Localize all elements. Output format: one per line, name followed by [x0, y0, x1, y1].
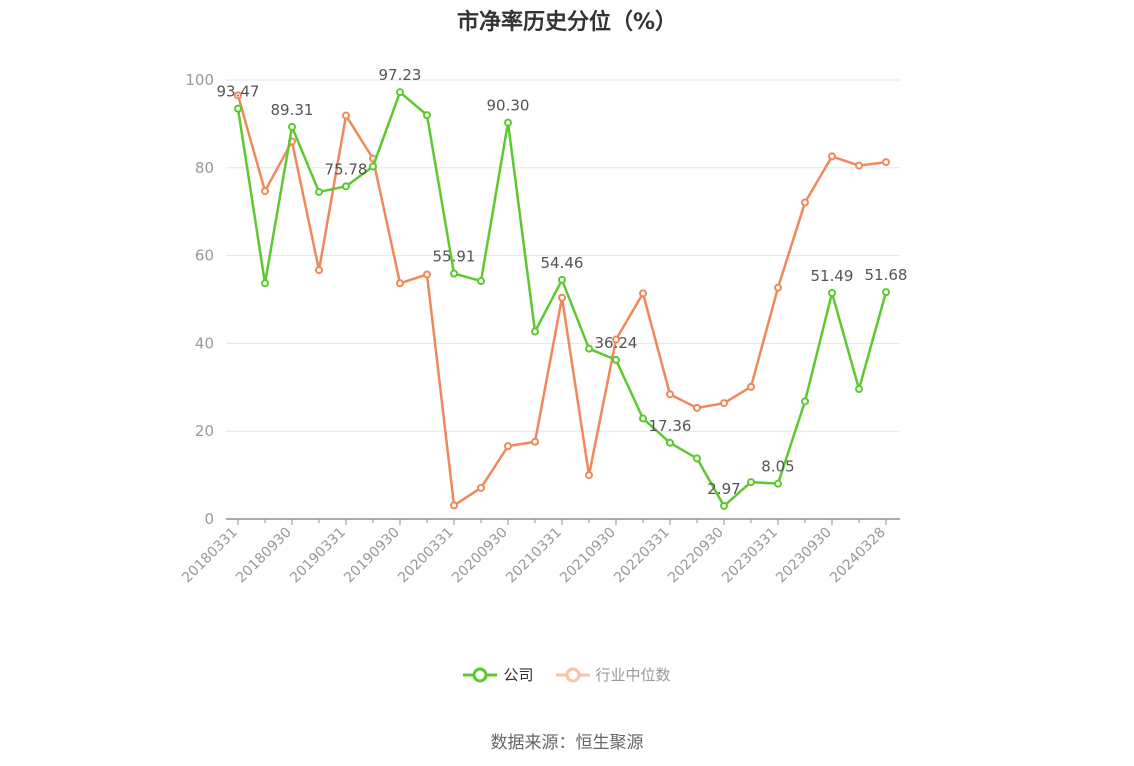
- chart-title: 市净率历史分位（%）: [456, 10, 678, 35]
- x-tick-label: 20220331: [611, 525, 673, 587]
- data-point-industry-median: [801, 198, 809, 207]
- data-point-company: [396, 88, 404, 97]
- legend-line-marker-icon: [463, 667, 498, 682]
- series-lines: [234, 88, 890, 510]
- x-tick-label: 20200331: [395, 525, 457, 587]
- x-tick-label: 20180331: [179, 525, 241, 587]
- data-label: 89.31: [271, 101, 314, 119]
- x-tick-label: 20190930: [341, 525, 403, 587]
- data-point-company: [315, 187, 323, 196]
- legend-label-industry-median: 行业中位数: [595, 666, 671, 684]
- source-note: 数据来源：恒生聚源: [490, 733, 644, 753]
- data-point-company: [234, 104, 242, 113]
- legend-item-industry-median[interactable]: 行业中位数: [555, 664, 671, 685]
- data-label: 93.47: [217, 83, 260, 101]
- data-point-industry-median: [882, 158, 890, 167]
- data-point-industry-median: [585, 471, 593, 480]
- data-label: 8.05: [761, 458, 794, 476]
- data-label: 17.36: [649, 417, 692, 435]
- data-point-industry-median: [504, 442, 512, 451]
- legend-label-company: 公司: [503, 666, 534, 684]
- data-label: 90.30: [487, 97, 530, 115]
- legend-item-company[interactable]: 公司: [463, 664, 534, 685]
- data-point-company: [261, 279, 269, 288]
- x-tick-label: 20220930: [665, 525, 727, 587]
- data-point-industry-median: [396, 279, 404, 288]
- data-point-company: [801, 397, 809, 406]
- y-tick-label: 20: [195, 422, 214, 440]
- data-point-industry-median: [612, 335, 620, 344]
- y-tick-label: 60: [195, 247, 214, 265]
- data-label: 54.46: [541, 254, 584, 272]
- data-point-company: [612, 355, 620, 364]
- data-point-company: [288, 122, 296, 131]
- data-point-company: [855, 385, 863, 394]
- data-point-company: [639, 414, 647, 423]
- data-point-industry-median: [234, 91, 242, 100]
- data-point-company: [882, 288, 890, 297]
- data-point-company: [558, 275, 566, 284]
- data-point-industry-median: [342, 111, 350, 120]
- data-label: 2.97: [707, 480, 740, 498]
- data-point-company: [531, 327, 539, 336]
- data-point-industry-median: [639, 289, 647, 298]
- legend-line-marker-icon: [555, 667, 590, 682]
- data-label: 51.68: [865, 266, 908, 284]
- data-labels: 93.47 89.31 75.78 97.23 55.91 90.30 54.46 36.24…: [217, 66, 908, 498]
- data-point-industry-median: [477, 483, 485, 492]
- data-point-industry-median: [423, 270, 431, 279]
- data-point-company: [774, 479, 782, 488]
- data-point-industry-median: [315, 266, 323, 275]
- data-point-industry-median: [855, 161, 863, 170]
- y-tick-label: 0: [204, 510, 214, 528]
- data-point-company: [747, 478, 755, 487]
- x-tick-label: 20240328: [827, 525, 889, 587]
- data-point-industry-median: [828, 152, 836, 161]
- data-point-industry-median: [774, 283, 782, 292]
- data-point-industry-median: [558, 293, 566, 302]
- x-tick-label: 20230930: [773, 525, 835, 587]
- legend: 公司 行业中位数: [0, 664, 1134, 685]
- x-tick-label: 20210930: [557, 525, 619, 587]
- data-label: 36.24: [595, 334, 638, 352]
- x-tick-label: 20230331: [719, 525, 781, 587]
- data-point-industry-median: [693, 403, 701, 412]
- x-tick-label: 20200930: [449, 525, 511, 587]
- data-point-company: [693, 454, 701, 463]
- data-point-industry-median: [720, 399, 728, 408]
- data-point-industry-median: [747, 382, 755, 391]
- data-point-company: [504, 118, 512, 127]
- y-tick-label: 80: [195, 159, 214, 177]
- data-point-company: [828, 288, 836, 297]
- x-tick-label: 20180930: [233, 525, 295, 587]
- data-label: 51.49: [811, 267, 854, 285]
- data-label: 55.91: [433, 248, 476, 266]
- x-tick-label: 20190331: [287, 525, 349, 587]
- data-point-industry-median: [666, 390, 674, 399]
- data-point-company: [342, 182, 350, 191]
- data-point-industry-median: [531, 437, 539, 446]
- data-point-company: [423, 111, 431, 120]
- data-point-company: [450, 269, 458, 278]
- x-tick-label: 20210331: [503, 525, 565, 587]
- data-label: 97.23: [379, 66, 422, 84]
- data-label: 75.78: [325, 160, 368, 178]
- data-point-company: [369, 162, 377, 171]
- y-tick-label: 40: [195, 334, 214, 352]
- data-point-company: [720, 501, 728, 510]
- data-point-company: [585, 344, 593, 353]
- data-point-industry-median: [450, 501, 458, 510]
- data-point-company: [477, 277, 485, 286]
- y-tick-label: 100: [185, 71, 214, 89]
- data-point-company: [666, 438, 674, 447]
- data-point-industry-median: [261, 187, 269, 196]
